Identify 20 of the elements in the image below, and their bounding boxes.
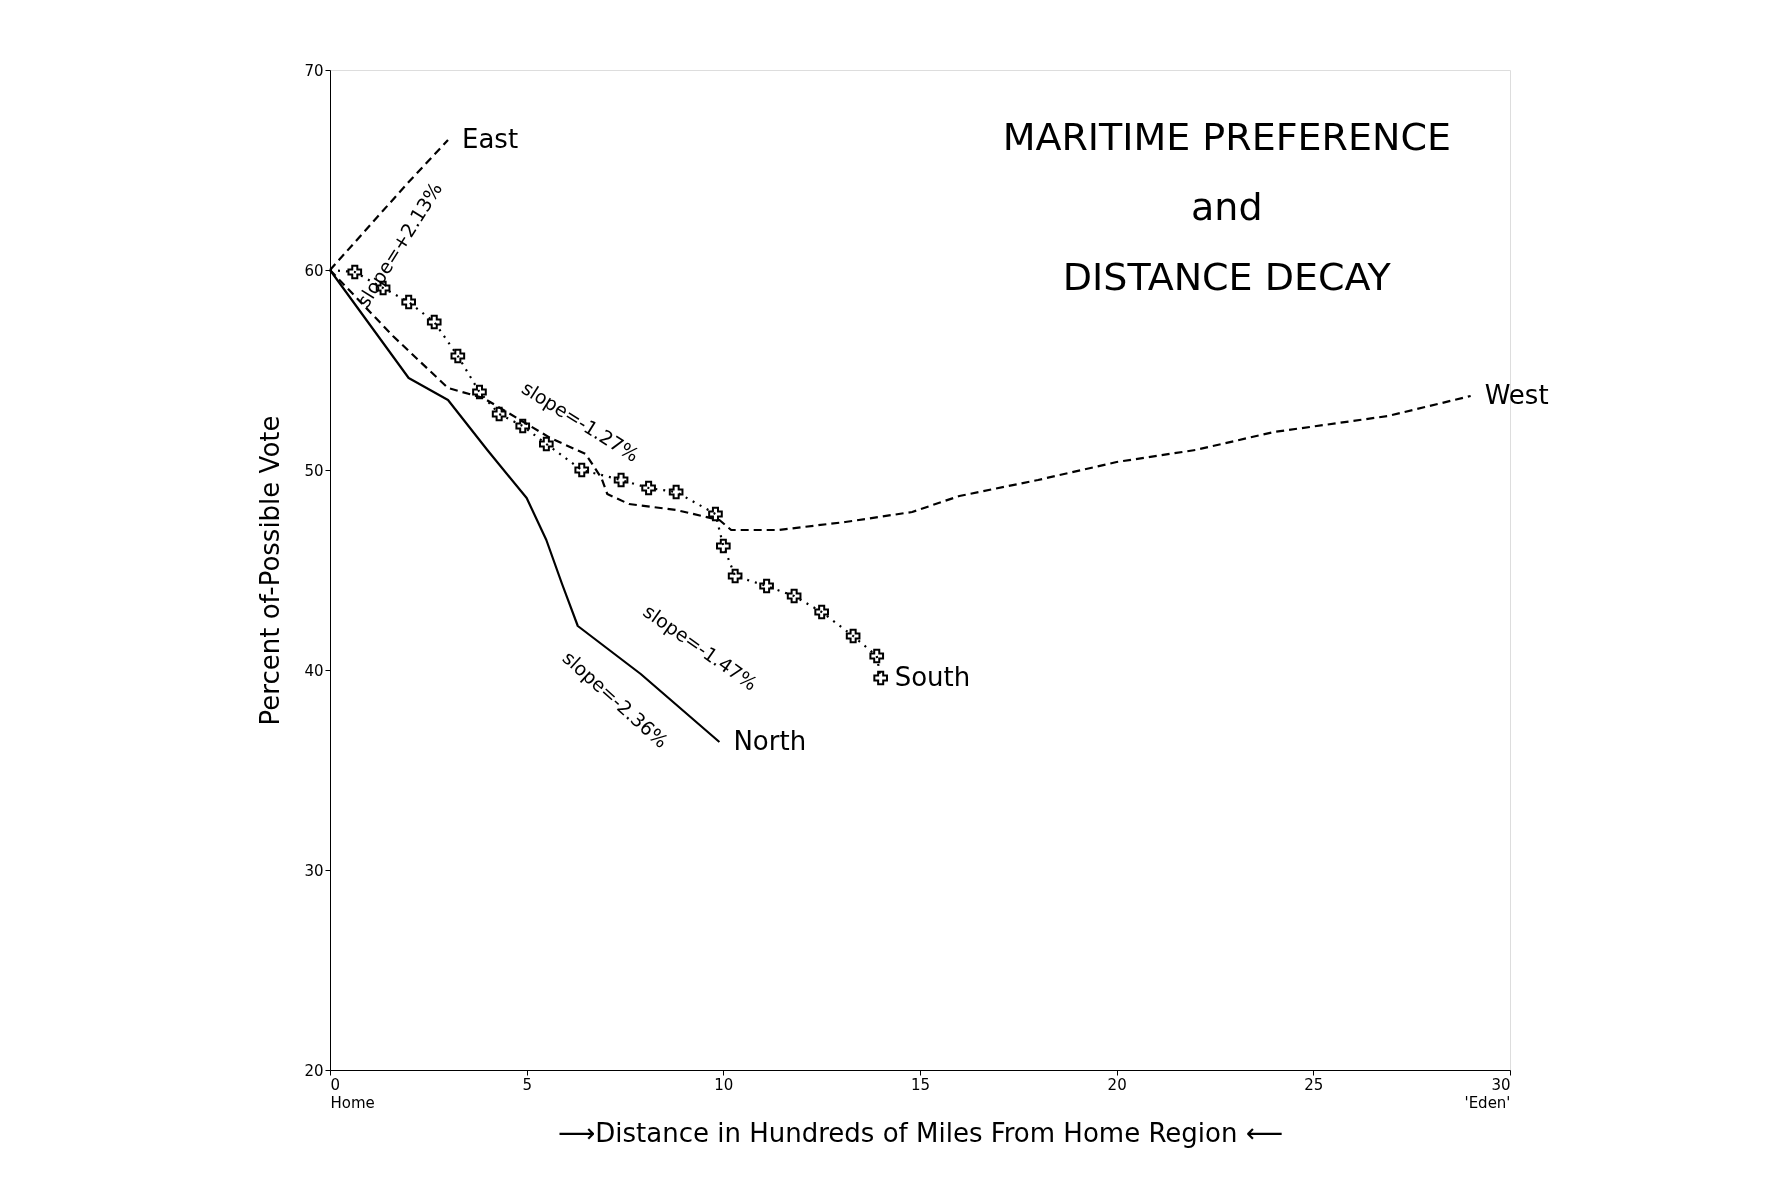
x-tick-label: 20 (1107, 1075, 1127, 1094)
series-label: East (462, 124, 519, 154)
x-tick-label: 0 Home (330, 1075, 375, 1112)
y-tick-label: 70 (304, 61, 324, 80)
series-label: West (1484, 380, 1549, 410)
series-label: South (894, 662, 971, 692)
x-tick-label: 30 'Eden' (1464, 1075, 1511, 1112)
text: MARITIME PREFERENCE and DISTANCE DECAY (1002, 115, 1451, 299)
y-tick-label: 20 (304, 1061, 324, 1080)
x-tick-label: 15 (910, 1075, 931, 1094)
x-tick-label: 25 (1304, 1075, 1324, 1094)
y-axis-title: Percent of-Possible Vote (255, 415, 286, 726)
x-axis-title: ⟶Distance in Hundreds of Miles From Home Region ⟵ (558, 1117, 1283, 1148)
series-label: North (733, 726, 807, 756)
y-tick-label: 60 (304, 261, 324, 280)
y-tick-label: 50 (304, 461, 324, 480)
x-tick-label: 10 (714, 1075, 734, 1094)
y-tick-label: 30 (304, 861, 324, 880)
y-tick-label: 40 (304, 661, 324, 680)
x-tick-label: 5 (522, 1075, 532, 1094)
